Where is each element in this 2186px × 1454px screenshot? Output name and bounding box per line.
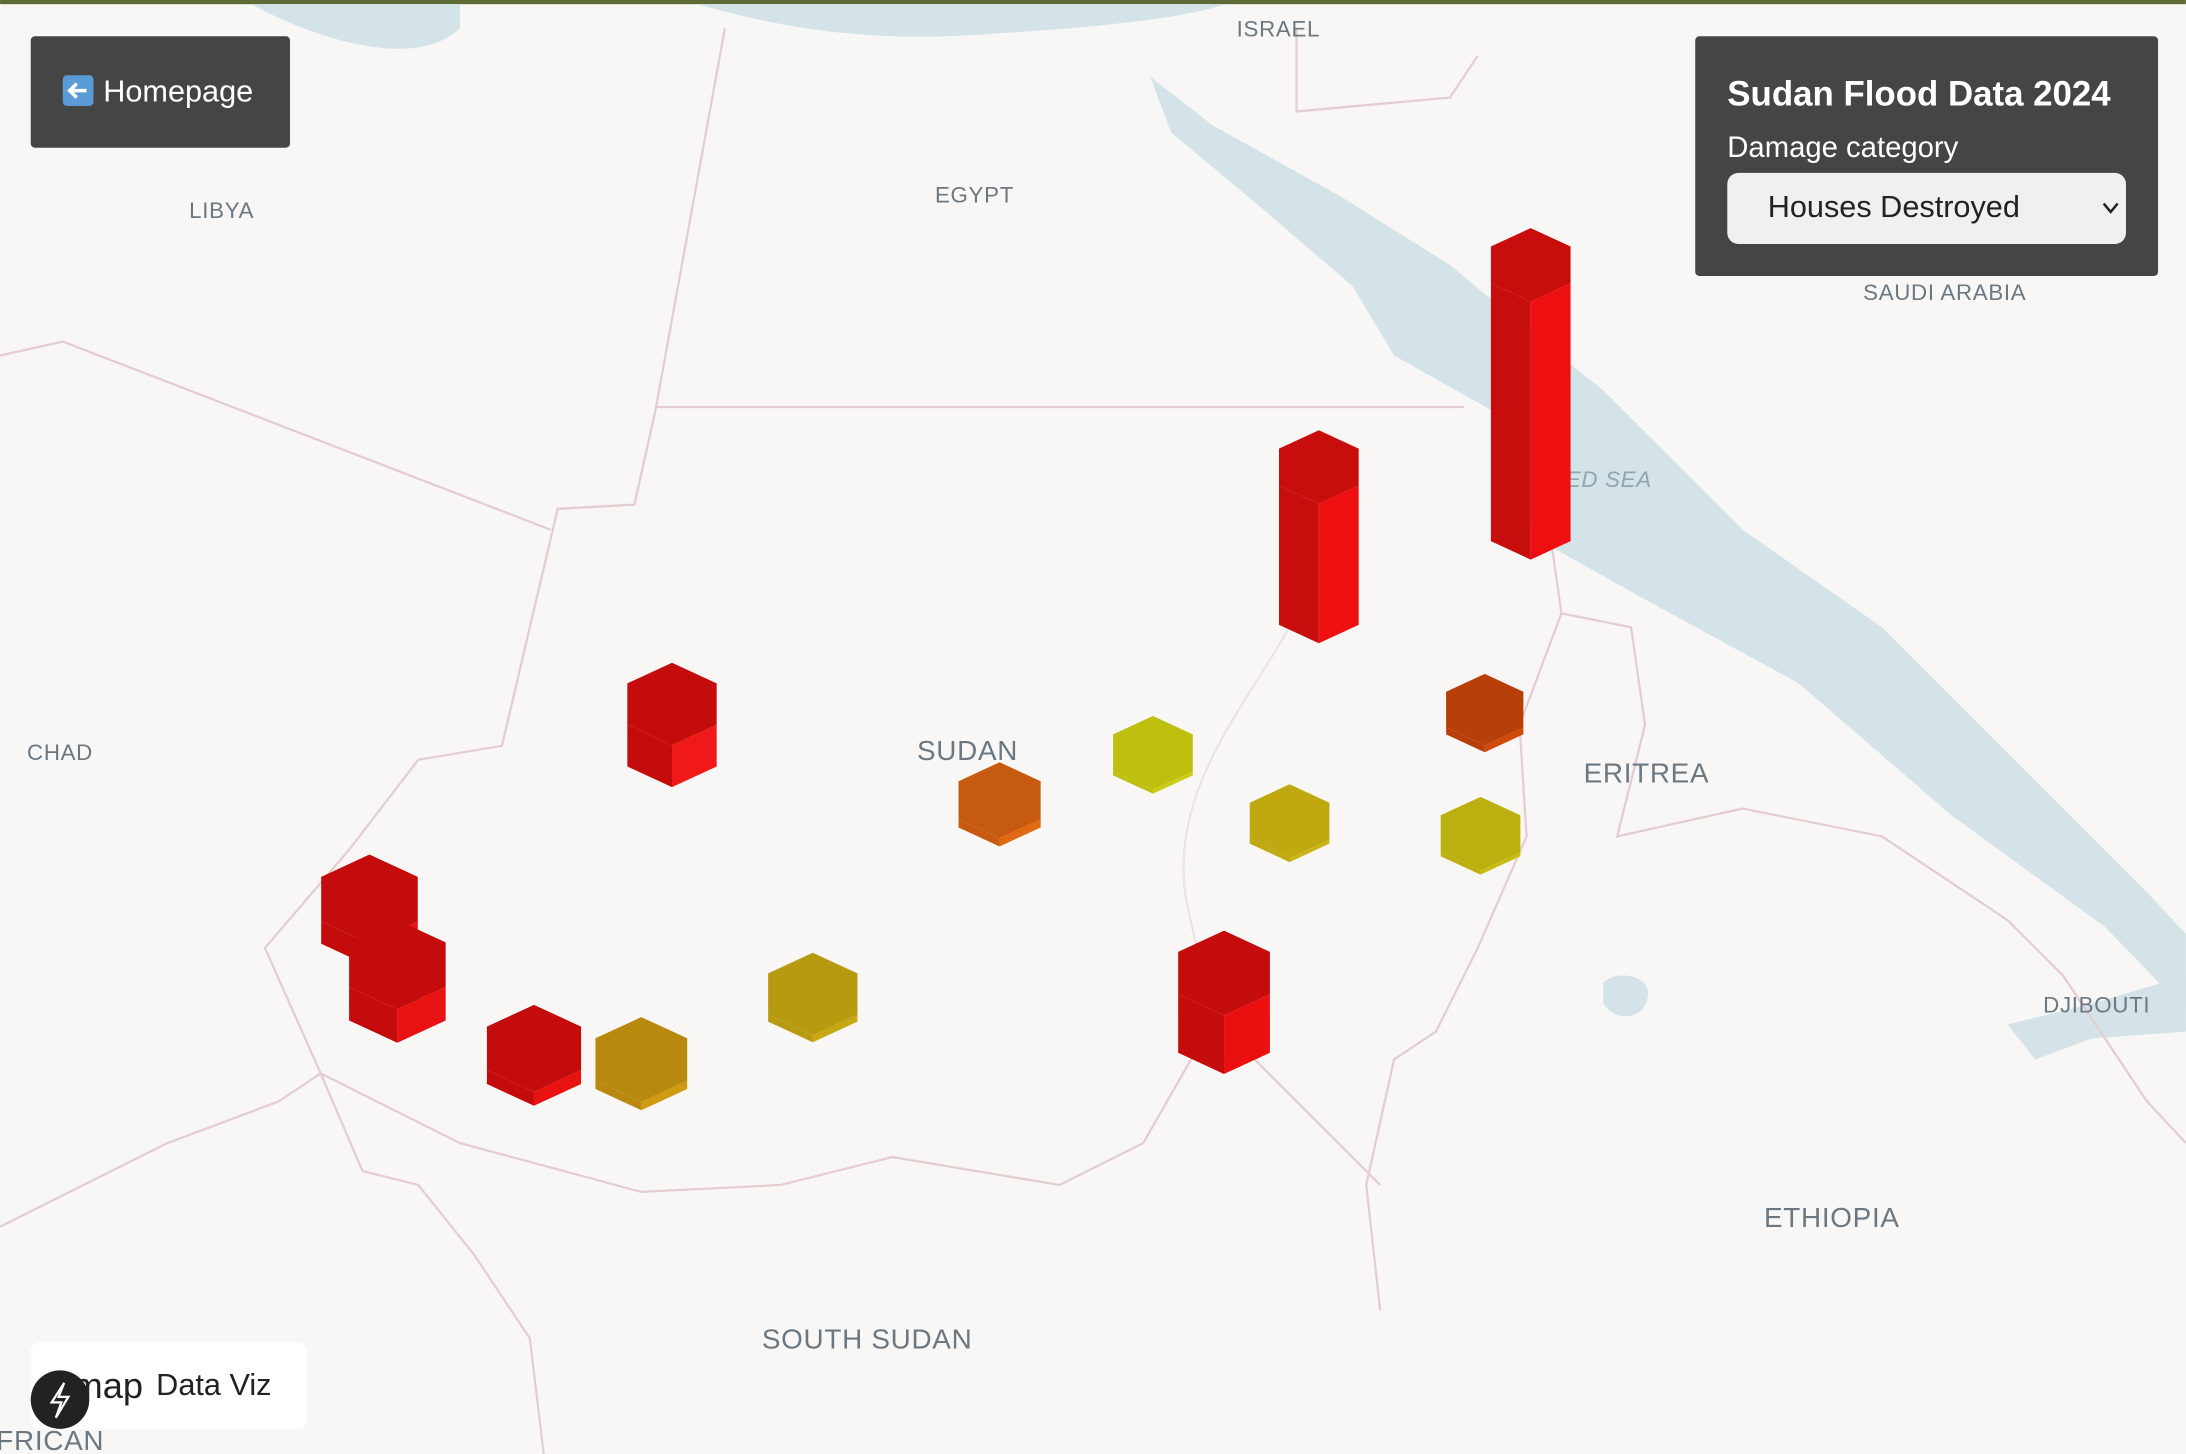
homepage-label[interactable]: Homepage [103, 74, 253, 108]
column-top [321, 854, 418, 944]
map-label: SAUDI ARABIA [1863, 280, 2026, 305]
map-label: CHAD [27, 740, 93, 765]
water [250, 4, 2186, 1060]
selected-option[interactable]: Houses Destroyed [1768, 190, 2020, 224]
panel-title: Sudan Flood Data 2024 [1727, 74, 2111, 113]
hex-column [1178, 930, 1270, 1074]
map-label: SUDAN [917, 735, 1018, 766]
column-top [1178, 930, 1270, 1016]
column-side [627, 724, 672, 788]
category-select[interactable]: Houses Destroyed [1727, 172, 2126, 244]
column-side [1530, 283, 1571, 560]
column-top [486, 1004, 582, 1092]
borders [0, 27, 2186, 1454]
map-label: ERITREA [1584, 757, 1710, 788]
hex-column [958, 762, 1041, 847]
hex-column [627, 662, 717, 788]
column-side [671, 724, 717, 788]
column-side [768, 1014, 813, 1043]
panel-label: Damage category [1727, 132, 1958, 164]
column-side [595, 1080, 642, 1111]
column-top [1446, 673, 1524, 746]
control-panel: Sudan Flood Data 2024 Damage category Ho… [1695, 36, 2159, 277]
column-side [1249, 839, 1290, 863]
column-side [958, 819, 1000, 847]
column-side [1318, 485, 1359, 644]
column-side [1480, 852, 1521, 875]
column-side [1152, 771, 1193, 794]
column-side [999, 819, 1041, 847]
hex-column [1278, 430, 1359, 644]
column-side [486, 1070, 534, 1106]
column-side [1278, 485, 1319, 644]
column-side [397, 986, 446, 1043]
column-side [1490, 283, 1531, 560]
attribution: map Data Viz [30, 1342, 307, 1429]
column-side [1178, 994, 1225, 1074]
hex-column [1490, 228, 1571, 560]
column-side [1113, 771, 1153, 794]
hex-column [595, 1017, 688, 1111]
map-label: ISRAEL [1237, 17, 1321, 42]
hex-column [1440, 796, 1521, 875]
hex-column [1249, 784, 1330, 863]
column-top [1490, 228, 1571, 302]
map-label: DJIBOUTI [2043, 992, 2150, 1017]
column-top [1278, 430, 1359, 504]
column-top [1113, 715, 1193, 790]
map-label: FRICAN [0, 1425, 104, 1454]
hex-column [349, 920, 446, 1043]
column-top [595, 1017, 688, 1102]
hex-column [1446, 673, 1524, 753]
column-top [627, 662, 717, 746]
column-top [958, 762, 1041, 839]
hex-column [1113, 715, 1193, 794]
column-top [1249, 784, 1330, 858]
map-label: LIBYA [189, 198, 254, 223]
hex-column [486, 1004, 582, 1106]
column-top [1440, 796, 1521, 871]
top-edge [0, 0, 2186, 5]
column-top [349, 920, 446, 1010]
column-side [533, 1070, 582, 1106]
column-side [812, 1014, 858, 1043]
map-label: EGYPT [935, 182, 1014, 207]
column-side [1289, 839, 1330, 863]
column-side [641, 1080, 688, 1111]
map-label: ETHIOPIA [1764, 1202, 1900, 1233]
hex-column [768, 952, 858, 1043]
homepage-button[interactable]: Homepage [30, 36, 291, 148]
map-label: SOUTH SUDAN [762, 1323, 973, 1354]
column-side [1440, 852, 1481, 875]
column-side [1446, 727, 1485, 753]
column-top [768, 952, 858, 1036]
column-side [349, 986, 398, 1043]
attribution-text: Data Viz [156, 1368, 271, 1402]
column-side [1484, 727, 1524, 753]
column-side [1224, 994, 1270, 1074]
